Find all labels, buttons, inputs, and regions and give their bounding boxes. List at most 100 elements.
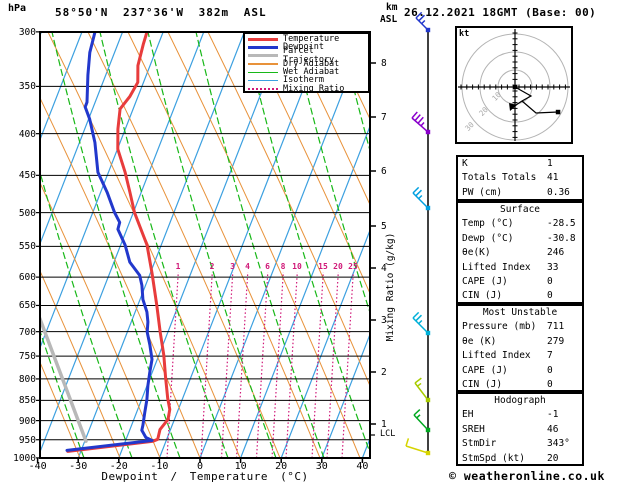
temperature-tick-label: 0 [196, 461, 204, 472]
row-value: -30.8 [547, 232, 576, 244]
row-label: CIN (J) [462, 378, 503, 390]
row-label: CIN (J) [462, 290, 503, 302]
temperature-tick-label: -30 [69, 461, 88, 472]
mixing-ratio-label: 25 [348, 262, 358, 271]
table-row: StmDir 343° [458, 437, 582, 451]
table-row: Pressure (mb) 711 [458, 320, 582, 334]
table-row: CIN (J) 0 [458, 289, 582, 303]
mixing-ratio-label: 10 [292, 262, 302, 271]
table-row: θe (K) 279 [458, 335, 582, 349]
row-value: 0 [547, 364, 553, 376]
km-axis-unit: km [386, 2, 398, 13]
pressure-axis-unit: hPa [8, 3, 27, 14]
isotherm-line-swatch [248, 79, 278, 82]
table-row: SREH 46 [458, 423, 582, 437]
lcl-marker-label: LCL [380, 429, 396, 439]
km-tick-label: 7 [381, 112, 387, 123]
credit-watermark: © weatheronline.co.uk [449, 469, 605, 483]
row-label: EH [462, 409, 474, 421]
row-value: 33 [547, 261, 559, 273]
km-tick-label: 3 [381, 315, 387, 326]
pressure-tick-label: 600 [18, 272, 36, 284]
row-value: 711 [547, 321, 565, 333]
legend-item-dewpoint: Dewpoint [248, 42, 368, 53]
pressure-tick-label: 500 [18, 207, 36, 219]
row-value: -28.5 [547, 218, 576, 230]
temperature-tick-label: 10 [234, 461, 247, 472]
km-tick-label: 8 [381, 58, 387, 69]
row-value: 279 [547, 335, 565, 347]
table-row: Totals Totals 41 [458, 171, 582, 185]
hodograph-table: Hodograph EH -1 SREH 46 StmDir 343° StmSpd … [456, 392, 584, 466]
table-row: StmSpd (kt) 20 [458, 452, 582, 466]
table-row: PW (cm) 0.36 [458, 186, 582, 200]
row-label: Lifted Index [462, 350, 531, 362]
row-label: CAPE (J) [462, 275, 508, 287]
row-label: StmSpd (kt) [462, 452, 525, 464]
row-label: PW (cm) [462, 186, 503, 198]
table-row: CAPE (J) 0 [458, 364, 582, 378]
row-value: 20 [547, 452, 559, 464]
mixing-ratio-label: 8 [280, 262, 286, 271]
km-tick-label: 2 [381, 367, 387, 378]
pressure-tick-label: 950 [18, 434, 36, 446]
table-section-header: Most Unstable [482, 307, 558, 318]
temperature-tick-label: 30 [315, 461, 328, 472]
mixing-ratio-line-swatch [248, 87, 278, 90]
row-label: CAPE (J) [462, 364, 508, 376]
dry-adiabat-line-swatch [248, 63, 278, 65]
run-datetime-label: 26.12.2021 18GMT (Base: 00) [404, 6, 597, 19]
mixing-ratio-axis-title: Mixing Ratio (g/kg) [385, 232, 396, 342]
temperature-tick-label: -10 [150, 461, 169, 472]
pressure-tick-label: 900 [18, 415, 36, 427]
row-value: 0 [547, 378, 553, 390]
surface-table: Surface Temp (°C) -28.5 Dewp (°C) -30.8 θe… [456, 201, 584, 304]
pressure-tick-label: 400 [18, 128, 36, 140]
legend-label: Wet Adiabat [283, 67, 340, 78]
km-tick-label: 5 [381, 221, 387, 232]
row-label: StmDir [462, 438, 497, 450]
mixing-ratio-label: 15 [318, 262, 328, 271]
wet-adiabat-line-swatch [248, 71, 278, 74]
pressure-tick-label: 700 [18, 326, 36, 338]
row-label: Totals Totals [462, 172, 537, 184]
table-row: EH -1 [458, 408, 582, 422]
row-value: 7 [547, 350, 553, 362]
hodograph-unit-label: kt [459, 29, 470, 39]
row-label: Temp (°C) [462, 218, 514, 230]
table-row: Temp (°C) -28.5 [458, 217, 582, 231]
legend-label: Dewpoint [283, 42, 324, 53]
km-tick-label: 6 [381, 166, 387, 177]
mixing-ratio-label: 1 [175, 262, 181, 271]
temperature-tick-label: -40 [28, 461, 47, 472]
pressure-tick-label: 650 [18, 300, 36, 312]
legend-item-temperature: Temperature [248, 35, 368, 43]
chart-legend: Temperature Dewpoint Parcel Trajectory D… [243, 32, 370, 93]
asl-axis-unit: ASL [380, 14, 398, 25]
legend-label: Parcel Trajectory [283, 46, 335, 65]
mixing-ratio-label: 2 [209, 262, 215, 271]
row-value: -1 [547, 409, 559, 421]
row-value: 0.36 [547, 186, 570, 198]
legend-item-dry-adiabat: Dry Adiabat [248, 59, 368, 68]
row-label: Lifted Index [462, 261, 531, 273]
legend-item-mixing-ratio: Mixing Ratio [248, 83, 368, 94]
table-row: Lifted Index 33 [458, 261, 582, 275]
station-title: 58°50'N 237°36'W 382m ASL [55, 6, 267, 19]
legend-label: Mixing Ratio [283, 83, 345, 94]
km-tick-label: 4 [381, 263, 387, 274]
legend-item-isotherm: Isotherm [248, 76, 368, 85]
pressure-tick-label: 750 [18, 351, 36, 363]
row-value: 0 [547, 275, 553, 287]
row-label: K [462, 158, 468, 169]
pressure-tick-label: 800 [18, 373, 36, 385]
mixing-ratio-label: 20 [333, 262, 343, 271]
pressure-tick-label: 350 [18, 81, 36, 93]
pressure-tick-label: 550 [18, 241, 36, 253]
dewpoint-line-swatch [248, 45, 278, 49]
parcel-line-swatch [248, 54, 278, 58]
mixing-ratio-label: 4 [245, 262, 250, 271]
